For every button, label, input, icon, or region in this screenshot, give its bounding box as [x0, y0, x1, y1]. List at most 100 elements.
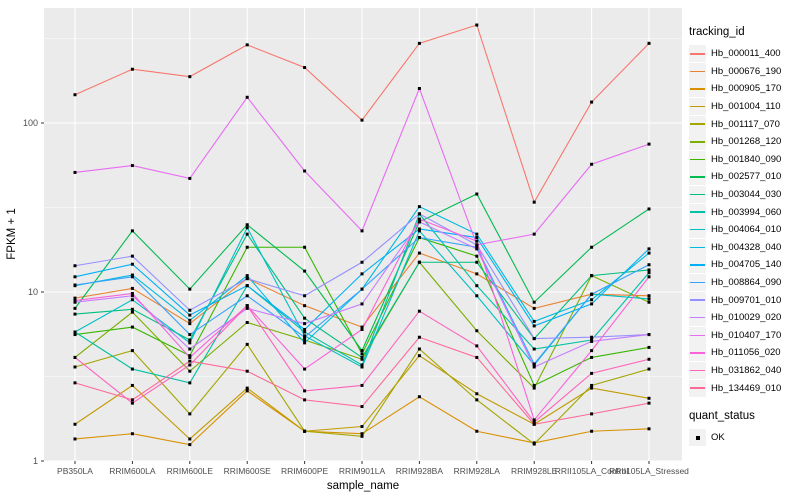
data-point	[417, 236, 421, 240]
data-point	[590, 292, 594, 296]
data-point	[245, 304, 249, 308]
y-tick-label: 10	[28, 287, 38, 297]
legend-line-swatch	[690, 369, 705, 372]
data-point	[245, 226, 249, 230]
data-point	[475, 192, 479, 196]
legend-item-label: Hb_000011_400	[711, 48, 781, 60]
data-point	[245, 43, 249, 47]
data-point	[360, 405, 364, 409]
data-point	[188, 308, 192, 312]
data-point	[360, 302, 364, 306]
data-point	[130, 67, 134, 71]
x-tick-label: RRIM600SE	[224, 466, 272, 476]
data-point	[130, 325, 134, 329]
data-point	[647, 251, 651, 255]
legend-line-swatch	[690, 211, 705, 213]
data-point	[417, 227, 421, 231]
legend-key	[689, 203, 706, 221]
data-point	[303, 245, 307, 249]
data-point	[188, 412, 192, 416]
data-point	[590, 386, 594, 390]
data-point	[303, 66, 307, 70]
data-point	[590, 298, 594, 302]
legend-item-Hb_004705_140: Hb_004705_140	[689, 256, 799, 274]
data-point	[73, 296, 77, 300]
data-point	[303, 327, 307, 331]
data-point	[245, 223, 249, 227]
data-point	[417, 220, 421, 224]
x-tick-label: RRII105LA_Control	[555, 466, 629, 476]
data-point	[360, 260, 364, 264]
data-point	[417, 347, 421, 351]
data-point	[130, 229, 134, 233]
data-point	[590, 245, 594, 249]
legend-item-Hb_009701_010: Hb_009701_010	[689, 291, 799, 309]
data-point	[73, 299, 77, 303]
data-point	[417, 395, 421, 399]
legend-item-label: Hb_009701_010	[711, 294, 782, 306]
data-point	[360, 349, 364, 353]
square-point-icon	[695, 435, 700, 440]
data-point	[303, 316, 307, 320]
data-point	[130, 294, 134, 298]
legend-item-Hb_011056_020: Hb_011056_020	[689, 344, 799, 362]
legend-item-label: Hb_003044_030	[711, 189, 782, 201]
data-point	[475, 294, 479, 298]
data-point	[188, 359, 192, 363]
data-point	[360, 327, 364, 331]
data-point	[303, 367, 307, 371]
data-point	[647, 263, 651, 267]
legend-line-swatch	[690, 70, 705, 73]
legend-key	[689, 133, 706, 151]
legend-item-Hb_002577_010: Hb_002577_010	[689, 168, 799, 186]
legend-line-swatch	[690, 88, 705, 90]
data-point	[130, 291, 134, 295]
legend-key	[689, 344, 706, 362]
data-point	[475, 355, 479, 359]
data-point	[303, 169, 307, 173]
data-point	[532, 420, 536, 424]
data-point	[188, 318, 192, 322]
data-point	[245, 232, 249, 236]
data-point	[130, 262, 134, 266]
data-point	[360, 355, 364, 359]
data-point	[188, 354, 192, 358]
data-point	[475, 260, 479, 264]
legend-key	[689, 186, 706, 204]
x-tick-label: RRIM901LA	[339, 466, 386, 476]
data-point	[188, 381, 192, 385]
legend-item-label: Hb_134469_010	[711, 382, 782, 394]
data-point	[532, 386, 536, 390]
data-point	[590, 162, 594, 166]
data-point	[360, 363, 364, 367]
legend-item-Hb_004328_040: Hb_004328_040	[689, 238, 799, 257]
x-tick-label: RRIM928LE	[511, 466, 558, 476]
data-point	[590, 429, 594, 433]
data-point	[647, 396, 651, 400]
data-point	[532, 232, 536, 236]
data-point	[417, 335, 421, 339]
x-tick-label: PB350LA	[57, 466, 93, 476]
data-point	[188, 75, 192, 79]
legend-key	[689, 361, 706, 379]
data-point	[130, 432, 134, 436]
data-point	[360, 357, 364, 361]
data-point	[590, 412, 594, 416]
data-point	[360, 118, 364, 122]
data-point	[532, 383, 536, 387]
y-tick-label: 1	[33, 456, 38, 466]
data-point	[73, 306, 77, 310]
data-point	[245, 294, 249, 298]
legend-key	[689, 98, 706, 116]
data-point	[417, 212, 421, 216]
data-point	[303, 304, 307, 308]
data-point	[130, 273, 134, 277]
data-point	[130, 254, 134, 258]
legend-line-swatch	[690, 141, 705, 143]
legend-key	[689, 379, 706, 397]
legend-title-quant-status: quant_status	[689, 409, 755, 422]
data-point	[303, 322, 307, 326]
data-point	[360, 287, 364, 291]
data-point	[532, 347, 536, 351]
